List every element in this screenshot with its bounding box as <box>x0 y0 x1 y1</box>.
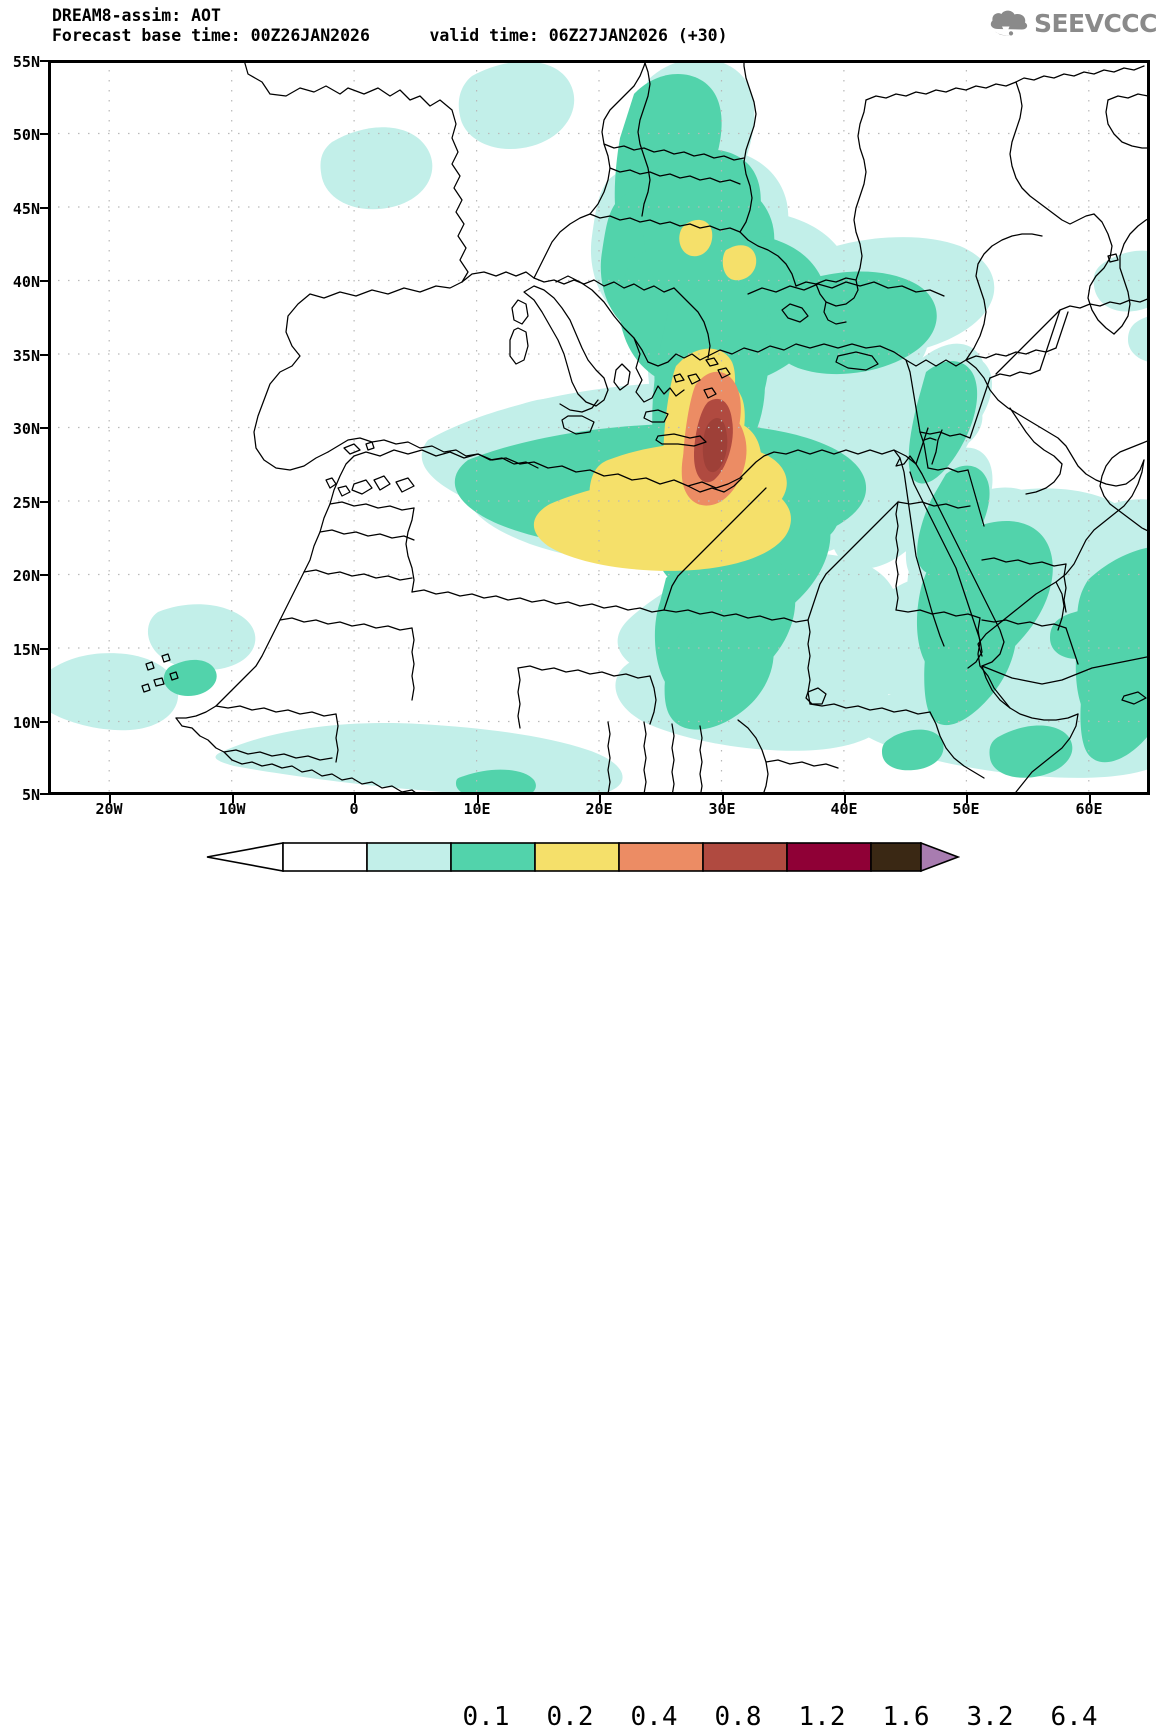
map-gridlines <box>48 60 1150 795</box>
x-tick <box>354 795 356 803</box>
y-tick-label: 30N <box>12 420 40 438</box>
colorbar-cell-1 <box>366 842 452 872</box>
x-tick-label: 20W <box>95 800 123 818</box>
y-tick-label: 5N <box>21 786 40 804</box>
colorbar-cell-0 <box>282 842 368 872</box>
contour-band-1.6 <box>702 417 728 473</box>
colorbar-tick-label: 0.2 <box>546 1702 594 1732</box>
x-tick-label: 50E <box>952 800 980 818</box>
colorbar-swatches <box>206 841 960 873</box>
colorbar-cell-5 <box>702 842 788 872</box>
x-tick <box>966 795 968 803</box>
colorbar-cell-4 <box>618 842 704 872</box>
colorbar-tick-label: 3.2 <box>966 1702 1014 1732</box>
colorbar-cell-3 <box>534 842 620 872</box>
x-tick-label: 40E <box>830 800 858 818</box>
x-tick-label: 30E <box>708 800 736 818</box>
x-tick-label: 20E <box>585 800 613 818</box>
x-tick-label: 60E <box>1075 800 1103 818</box>
logo-text: SEEVCCC <box>1033 8 1158 38</box>
y-tick-label: 40N <box>12 273 40 291</box>
colorbar[interactable]: 0.1 0.2 0.4 0.8 1.2 1.6 3.2 6.4 <box>205 840 1097 1732</box>
x-tick <box>722 795 724 803</box>
colorbar-cell-7 <box>870 842 922 872</box>
colorbar-tick-label: 6.4 <box>1050 1702 1098 1732</box>
forecast-map-page: DREAM8-assim: AOT Forecast base time: 00… <box>12 6 1158 1732</box>
time-subtitle: Forecast base time: 00Z26JAN2026 valid t… <box>52 26 728 45</box>
seevccc-logo: SEEVCCC <box>988 8 1158 38</box>
aot-contour-map <box>48 60 1150 795</box>
x-tick <box>109 795 111 803</box>
y-tick-label: 20N <box>12 567 40 585</box>
y-tick <box>40 354 48 356</box>
model-title: DREAM8-assim: AOT <box>52 6 221 25</box>
y-tick-label: 10N <box>12 714 40 732</box>
colorbar-tick-label: 1.2 <box>798 1702 846 1732</box>
x-tick <box>599 795 601 803</box>
y-tick <box>40 501 48 503</box>
y-tick <box>40 280 48 282</box>
colorbar-cell-6 <box>786 842 872 872</box>
chart-header: DREAM8-assim: AOT Forecast base time: 00… <box>52 6 728 46</box>
x-tick-label: 10E <box>463 800 491 818</box>
colorbar-tick-label: 0.1 <box>462 1702 510 1732</box>
y-tick-label: 45N <box>12 200 40 218</box>
y-tick-label: 35N <box>12 347 40 365</box>
colorbar-cell-over <box>920 841 960 873</box>
map-coastlines <box>141 60 1150 795</box>
y-tick <box>40 60 48 62</box>
y-tick-label: 25N <box>12 494 40 512</box>
y-tick <box>40 793 48 795</box>
colorbar-tick-label: 0.4 <box>630 1702 678 1732</box>
x-tick <box>232 795 234 803</box>
x-tick <box>844 795 846 803</box>
y-tick <box>40 133 48 135</box>
y-tick-label: 55N <box>12 53 40 71</box>
y-tick <box>40 574 48 576</box>
y-tick-label: 15N <box>12 641 40 659</box>
x-tick-label: 0 <box>349 800 359 818</box>
y-tick <box>40 207 48 209</box>
map-frame <box>48 60 1150 795</box>
x-tick-label: 10W <box>218 800 246 818</box>
y-tick <box>40 648 48 650</box>
map-plot-area[interactable] <box>48 60 1150 795</box>
y-tick-label: 50N <box>12 126 40 144</box>
colorbar-cell-under <box>206 842 284 872</box>
colorbar-cell-2 <box>450 842 536 872</box>
x-tick <box>477 795 479 803</box>
aot-contour-fills <box>48 60 1150 795</box>
colorbar-tick-label: 0.8 <box>714 1702 762 1732</box>
y-tick <box>40 721 48 723</box>
y-tick <box>40 427 48 429</box>
cloud-icon <box>990 10 1028 36</box>
colorbar-tick-labels: 0.1 0.2 0.4 0.8 1.2 1.6 3.2 6.4 <box>410 1702 1165 1736</box>
x-tick <box>1089 795 1091 803</box>
colorbar-tick-label: 1.6 <box>882 1702 930 1732</box>
